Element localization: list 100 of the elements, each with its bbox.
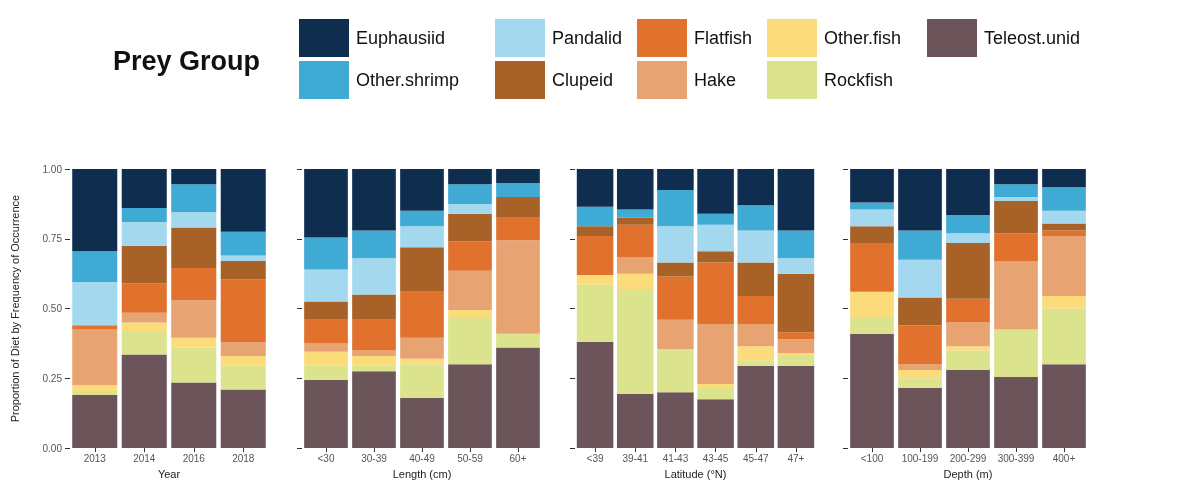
- bar: [657, 392, 694, 449]
- bar: [898, 388, 942, 449]
- bar: [220, 365, 266, 390]
- bar: [304, 379, 348, 449]
- bar: [496, 182, 540, 197]
- bar: [352, 319, 396, 351]
- bar: [171, 268, 217, 301]
- bar: [496, 333, 540, 348]
- bar: [220, 231, 266, 256]
- legend-label: Clupeid: [552, 70, 614, 90]
- x-axis-title: Year: [157, 467, 181, 480]
- legend-label: Pandalid: [552, 28, 623, 48]
- bar: [616, 256, 654, 274]
- bar: [1042, 235, 1086, 296]
- bar: [400, 247, 444, 292]
- bar: [946, 233, 990, 243]
- bar: [697, 251, 734, 263]
- legend-label: Teleost.unid: [984, 28, 1081, 48]
- bar: [171, 184, 217, 213]
- x-tick-label: 100-199: [901, 452, 939, 464]
- x-tick-label: 40-49: [409, 452, 436, 464]
- bar: [1042, 169, 1086, 188]
- bar: [697, 399, 734, 449]
- bar: [1042, 210, 1086, 224]
- bar: [737, 323, 775, 347]
- x-tick-label: 400+: [1052, 452, 1076, 464]
- y-tick-label: 0.25: [42, 372, 63, 384]
- bar: [946, 298, 990, 323]
- bar: [400, 226, 444, 248]
- x-tick-label: 47+: [787, 452, 805, 464]
- bar: [898, 297, 942, 326]
- bar: [777, 169, 815, 231]
- bar: [737, 230, 775, 263]
- bar: [657, 169, 694, 190]
- bar: [304, 343, 348, 352]
- x-tick-label: <30: [317, 452, 335, 464]
- bar: [898, 369, 942, 379]
- bar: [850, 242, 894, 292]
- bar: [898, 378, 942, 389]
- bar: [72, 282, 118, 326]
- bar: [946, 215, 990, 234]
- bar: [171, 169, 217, 185]
- bar: [576, 275, 614, 285]
- legend-label: Euphausiid: [356, 28, 446, 48]
- bar: [994, 196, 1038, 202]
- bar: [737, 205, 775, 231]
- bar: [616, 209, 654, 218]
- bar: [220, 261, 266, 280]
- bar: [657, 262, 694, 277]
- bar: [576, 226, 614, 236]
- bar: [304, 301, 348, 320]
- bar: [400, 364, 444, 398]
- bar: [946, 322, 990, 347]
- bar: [777, 230, 815, 259]
- bar: [1042, 308, 1086, 365]
- bar: [850, 226, 894, 243]
- bar: [946, 350, 990, 370]
- bar: [616, 393, 654, 449]
- x-tick-label: 45-47: [742, 452, 769, 464]
- bar: [737, 295, 775, 324]
- bar: [121, 283, 167, 313]
- bar: [697, 388, 734, 400]
- bar: [737, 360, 775, 366]
- legend-label: Other.shrimp: [356, 70, 460, 90]
- bar: [657, 189, 694, 227]
- y-tick-label: 1.00: [42, 163, 63, 175]
- bar: [121, 245, 167, 284]
- bar: [1042, 295, 1086, 309]
- bar: [352, 230, 396, 259]
- bar: [304, 269, 348, 302]
- bar: [220, 342, 266, 356]
- bar: [994, 233, 1038, 262]
- bar: [697, 262, 734, 324]
- y-tick-label: 0.50: [42, 303, 63, 315]
- x-tick-label: 200-299: [949, 452, 987, 464]
- bar: [777, 258, 815, 274]
- bar: [697, 169, 734, 214]
- bar: [1042, 364, 1086, 449]
- bar: [994, 201, 1038, 234]
- bar: [400, 337, 444, 359]
- x-tick-label: 2014: [133, 452, 156, 464]
- bar: [994, 261, 1038, 330]
- bar: [616, 289, 654, 394]
- x-tick-label: 300-399: [997, 452, 1035, 464]
- bar: [898, 325, 942, 365]
- bar: [850, 209, 894, 227]
- bar: [72, 329, 118, 386]
- bar: [850, 316, 894, 334]
- bar: [171, 337, 217, 348]
- bar: [304, 319, 348, 344]
- x-tick-label: <100: [860, 452, 884, 464]
- bar: [777, 273, 815, 333]
- bar: [657, 226, 694, 263]
- bar: [448, 203, 492, 214]
- bar: [496, 196, 540, 218]
- bar: [171, 227, 217, 269]
- bar: [946, 169, 990, 216]
- bar: [898, 230, 942, 260]
- bar: [697, 213, 734, 225]
- bar: [304, 365, 348, 380]
